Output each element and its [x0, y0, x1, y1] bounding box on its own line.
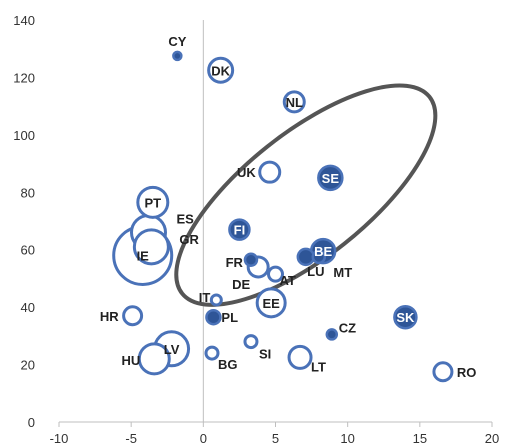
- x-tick-label: 5: [272, 431, 279, 446]
- chart-axes: -10 -5 0 5 10 15 20 0 20 40 60 80 100 120 140: [13, 13, 499, 446]
- bubble-pl: [205, 308, 222, 326]
- bubble-lt: [287, 344, 313, 370]
- bubble-hu: [137, 342, 171, 376]
- bubble-si: [243, 334, 259, 350]
- bubble-label-nl: NL: [286, 95, 303, 110]
- bubble-label-be: BE: [314, 244, 332, 259]
- bubble-hr: [122, 305, 144, 327]
- bubble-label-uk: UK: [237, 165, 256, 180]
- bubble-label-lv: LV: [164, 342, 180, 357]
- y-tick-label: 60: [21, 243, 35, 258]
- bubble-label-cz: CZ: [339, 320, 356, 335]
- bubble-label-hr: HR: [100, 309, 119, 324]
- bubble-fi: [228, 218, 251, 241]
- bubble-label-ro: RO: [457, 365, 477, 380]
- bubble-label-se: SE: [322, 171, 340, 186]
- bubble-label-es: ES: [176, 211, 194, 226]
- bubble-series: [112, 50, 454, 383]
- bubble-label-mt: MT: [333, 265, 352, 280]
- bubble-label-cy: CY: [168, 34, 186, 49]
- highlight-ellipse: [174, 83, 438, 307]
- bubble-gr: [132, 228, 170, 266]
- bubble-label-pt: PT: [145, 195, 162, 210]
- bubble-label-gr: GR: [179, 232, 199, 247]
- bubble-label-it: IT: [199, 290, 211, 305]
- bubble-pt: [136, 185, 170, 219]
- bubble-label-fi: FI: [234, 223, 246, 238]
- bubble-nl: [282, 90, 306, 114]
- bubble-ee: [255, 287, 287, 319]
- bubble-label-lt: LT: [311, 359, 326, 374]
- bubble-it: [209, 293, 223, 307]
- x-tick-label: 0: [200, 431, 207, 446]
- bubble-label-ee: EE: [262, 296, 280, 311]
- y-tick-label: 40: [21, 300, 35, 315]
- bubble-dk: [207, 56, 235, 84]
- bubble-at: [267, 265, 284, 283]
- bubble-label-fr: FR: [226, 255, 244, 270]
- bubble-label-si: SI: [259, 347, 271, 362]
- x-tick-label: 10: [340, 431, 354, 446]
- x-tick-label: 15: [413, 431, 427, 446]
- highlight-ellipse-layer: [174, 83, 438, 307]
- bubble-bg: [204, 345, 220, 361]
- y-tick-label: 120: [13, 70, 35, 85]
- y-tick-label: 100: [13, 128, 35, 143]
- bubble-label-lu: LU: [307, 264, 324, 279]
- bubble-label-bg: BG: [218, 357, 238, 372]
- bubble-lu: [296, 247, 316, 267]
- bubble-uk: [258, 160, 282, 184]
- bubble-cz: [325, 328, 339, 341]
- bubble-fr: [243, 252, 259, 268]
- bubble-label-sk: SK: [396, 310, 415, 325]
- bubble-label-ie: IE: [137, 248, 150, 263]
- x-tick-label: -5: [125, 431, 137, 446]
- bubble-label-de: DE: [232, 277, 250, 292]
- bubble-mt: [311, 249, 327, 265]
- bubble-label-hu: HU: [121, 353, 140, 368]
- bubble-ro: [432, 361, 454, 383]
- y-tick-label: 0: [28, 415, 35, 430]
- bubble-label-at: AT: [280, 273, 296, 288]
- bubble-label-dk: DK: [211, 63, 230, 78]
- bubble-label-pl: PL: [221, 310, 238, 325]
- x-tick-label: -10: [50, 431, 69, 446]
- bubble-sk: [393, 304, 418, 330]
- y-tick-label: 80: [21, 185, 35, 200]
- y-tick-label: 20: [21, 358, 35, 373]
- y-tick-label: 140: [13, 13, 35, 28]
- bubble-cy: [172, 50, 183, 62]
- bubble-se: [317, 164, 344, 192]
- x-tick-label: 20: [485, 431, 499, 446]
